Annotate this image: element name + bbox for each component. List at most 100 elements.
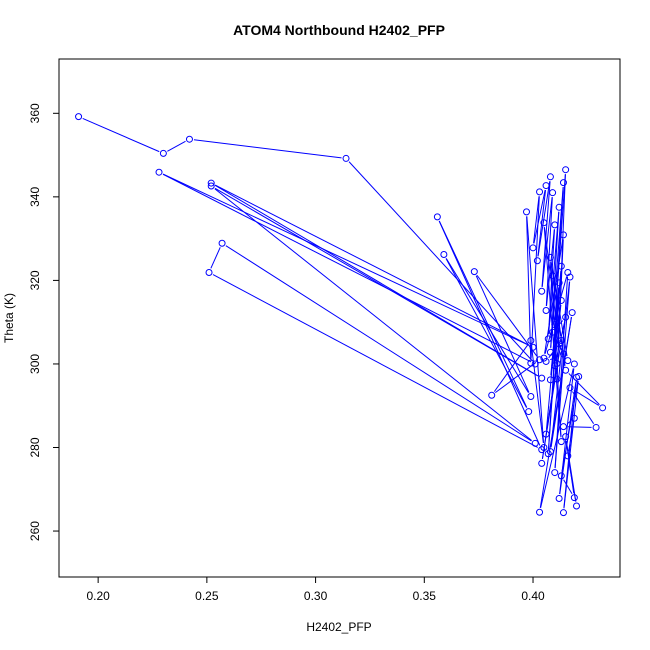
x-tick-label: 0.25 [195, 589, 219, 603]
data-point [536, 188, 544, 196]
data-point [531, 360, 539, 368]
data-point [159, 149, 167, 157]
series-layer [75, 113, 607, 517]
data-point [342, 154, 350, 162]
series-segment [554, 336, 562, 351]
data-point [542, 430, 550, 438]
data-point [551, 221, 559, 229]
series-segment [438, 220, 541, 446]
data-point [555, 279, 563, 287]
data-point [555, 203, 563, 211]
series-segment [541, 197, 553, 287]
y-tick-label: 280 [28, 437, 42, 457]
x-tick-label: 0.35 [413, 589, 437, 603]
data-point [538, 287, 546, 295]
data-point [551, 321, 559, 329]
data-point [570, 360, 578, 368]
data-point [470, 268, 478, 276]
data-point [557, 262, 565, 270]
data-point [599, 404, 607, 412]
data-point [562, 366, 570, 374]
y-tick-label: 320 [28, 270, 42, 290]
data-point [559, 231, 567, 239]
series-segment [540, 368, 574, 508]
series-segment [214, 184, 530, 346]
series-segment [550, 261, 562, 438]
data-point [549, 328, 557, 336]
series-segment [573, 389, 600, 406]
data-point [546, 448, 554, 456]
data-point [557, 438, 565, 446]
data-point [557, 296, 565, 304]
series-segment [526, 216, 532, 359]
series-segment [493, 343, 529, 392]
series-segment [476, 274, 538, 357]
data-point [553, 375, 561, 383]
series-segment [545, 197, 553, 307]
data-point [533, 257, 541, 265]
data-point [546, 376, 554, 384]
x-tick-label: 0.40 [521, 589, 545, 603]
data-point [527, 393, 535, 401]
data-point [529, 244, 537, 252]
series-segment [225, 245, 532, 442]
data-point [562, 313, 570, 321]
data-point [525, 408, 533, 416]
y-tick-label: 300 [28, 354, 42, 374]
series-segment [495, 362, 537, 394]
series-segment [533, 196, 540, 244]
data-point [542, 357, 550, 365]
data-point [562, 166, 570, 174]
x-axis: 0.20 0.25 0.30 0.35 0.40 [86, 577, 545, 603]
y-axis-label: Theta (K) [2, 293, 16, 343]
data-point [546, 173, 554, 181]
data-point [538, 446, 546, 454]
series-segment [212, 274, 538, 448]
series-segment [548, 347, 557, 359]
data-point [531, 439, 539, 447]
data-point [557, 472, 565, 480]
series-segment [537, 189, 547, 257]
y-tick-label: 360 [28, 103, 42, 123]
data-point [542, 306, 550, 314]
data-point [207, 182, 215, 190]
data-point [538, 459, 546, 467]
data-point [488, 391, 496, 399]
data-point [551, 362, 559, 370]
series-segment [348, 161, 533, 361]
y-axis: 260 280 300 320 340 360 [28, 103, 59, 541]
data-point [555, 340, 563, 348]
series-segment [214, 188, 532, 441]
data-point [559, 509, 567, 517]
series-segment [566, 420, 572, 425]
series-segment [533, 189, 546, 244]
data-point [575, 372, 583, 380]
data-point [205, 268, 213, 276]
series-segment [82, 117, 160, 153]
series-segment [541, 181, 551, 287]
data-point [536, 356, 544, 364]
data-point [207, 179, 215, 187]
data-point [551, 469, 559, 477]
data-point [553, 360, 561, 368]
data-point [568, 309, 576, 317]
data-point [559, 179, 567, 187]
series-segment [544, 239, 564, 354]
data-point [540, 444, 548, 451]
series-segment [526, 216, 545, 444]
data-point [559, 350, 567, 358]
series-segment [567, 426, 592, 428]
series-segment [167, 140, 186, 152]
data-point [536, 508, 544, 516]
series-segment [162, 173, 532, 363]
data-point [523, 208, 530, 216]
data-point [538, 374, 546, 382]
series-segment [563, 380, 579, 509]
y-tick-label: 260 [28, 521, 42, 541]
plot-frame [58, 58, 621, 578]
series-segment [475, 275, 530, 393]
series-segment [572, 391, 595, 424]
data-point [566, 273, 574, 281]
series-segment [563, 479, 573, 495]
x-tick-label: 0.20 [86, 589, 110, 603]
